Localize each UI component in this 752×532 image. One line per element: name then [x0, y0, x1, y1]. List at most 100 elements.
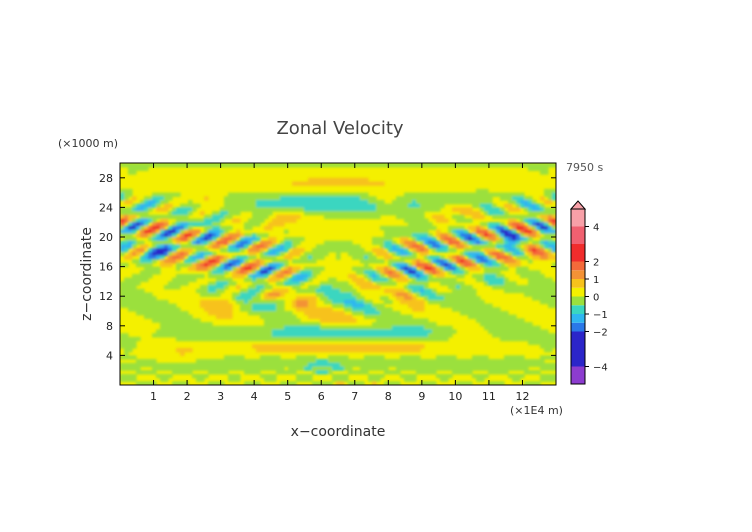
field-cell — [492, 237, 497, 242]
field-cell — [532, 370, 537, 375]
field-cell — [292, 266, 297, 271]
field-cell — [164, 318, 169, 323]
field-cell — [468, 251, 473, 257]
field-cell — [204, 229, 209, 234]
field-cell — [532, 222, 537, 227]
field-cell — [160, 311, 165, 316]
field-cell — [188, 248, 193, 253]
field-cell — [328, 329, 333, 334]
field-cell — [316, 307, 321, 312]
field-cell — [352, 251, 357, 257]
field-cell — [284, 214, 289, 220]
field-cell — [536, 370, 541, 375]
field-cell — [260, 251, 265, 257]
field-cell — [124, 299, 129, 305]
field-cell — [188, 362, 193, 368]
field-cell — [432, 207, 437, 212]
field-cell — [332, 362, 337, 368]
field-cell — [484, 248, 489, 253]
field-cell — [476, 296, 481, 301]
field-cell — [288, 381, 293, 385]
field-cell — [124, 292, 129, 297]
field-cell — [288, 370, 293, 375]
field-cell — [460, 366, 465, 371]
field-cell — [148, 303, 153, 308]
field-cell — [512, 355, 517, 360]
field-cell — [236, 259, 241, 264]
field-cell — [324, 329, 329, 334]
field-cell — [164, 307, 169, 312]
field-cell — [272, 303, 277, 308]
field-cell — [432, 255, 437, 260]
field-cell — [376, 329, 381, 334]
field-cell — [372, 348, 377, 353]
field-cell — [152, 259, 157, 264]
field-cell — [528, 259, 533, 264]
field-cell — [424, 163, 429, 168]
field-cell — [480, 233, 485, 238]
field-cell — [508, 281, 513, 286]
field-cell — [304, 344, 309, 349]
field-cell — [188, 274, 193, 279]
field-cell — [272, 244, 277, 249]
field-cell — [368, 373, 373, 379]
field-cell — [408, 251, 413, 257]
field-cell — [256, 366, 261, 371]
field-cell — [248, 274, 253, 279]
colorbar-tick-label: −1 — [593, 310, 608, 321]
field-cell — [424, 325, 429, 331]
colorbar-swatch — [571, 331, 585, 367]
field-cell — [320, 336, 325, 342]
field-cell — [168, 229, 173, 234]
field-cell — [512, 285, 517, 290]
field-cell — [300, 277, 305, 282]
field-cell — [440, 259, 445, 264]
field-cell — [264, 207, 269, 212]
field-cell — [524, 200, 529, 205]
field-cell — [468, 192, 473, 197]
field-cell — [260, 359, 265, 364]
field-cell — [440, 329, 445, 334]
field-cell — [468, 266, 473, 271]
field-cell — [244, 262, 249, 268]
field-cell — [312, 314, 317, 319]
field-cell — [264, 163, 269, 168]
field-cell — [428, 240, 433, 245]
field-cell — [332, 344, 337, 349]
field-cell — [476, 373, 481, 379]
field-cell — [468, 233, 473, 238]
field-cell — [404, 214, 409, 220]
field-cell — [500, 266, 505, 271]
field-cell — [428, 336, 433, 342]
field-cell — [220, 244, 225, 249]
field-cell — [456, 163, 461, 168]
colorbar-swatch — [571, 366, 585, 384]
field-cell — [520, 229, 525, 234]
field-cell — [200, 329, 205, 334]
field-cell — [380, 181, 385, 186]
field-cell — [396, 359, 401, 364]
field-cell — [516, 329, 521, 334]
field-cell — [232, 207, 237, 212]
field-cell — [324, 240, 329, 245]
field-cell — [124, 211, 129, 216]
field-cell — [176, 322, 181, 327]
field-cell — [336, 207, 341, 212]
field-cell — [456, 296, 461, 301]
field-cell — [128, 225, 133, 231]
field-cell — [412, 225, 417, 231]
field-cell — [260, 163, 265, 168]
field-cell — [504, 211, 509, 216]
field-cell — [320, 359, 325, 364]
field-cell — [220, 370, 225, 375]
field-cell — [528, 288, 533, 294]
field-cell — [536, 218, 541, 223]
field-cell — [296, 366, 301, 371]
field-cell — [140, 370, 145, 375]
field-cell — [216, 288, 221, 294]
field-cell — [148, 266, 153, 271]
field-cell — [336, 381, 341, 385]
field-cell — [452, 244, 457, 249]
field-cell — [476, 307, 481, 312]
